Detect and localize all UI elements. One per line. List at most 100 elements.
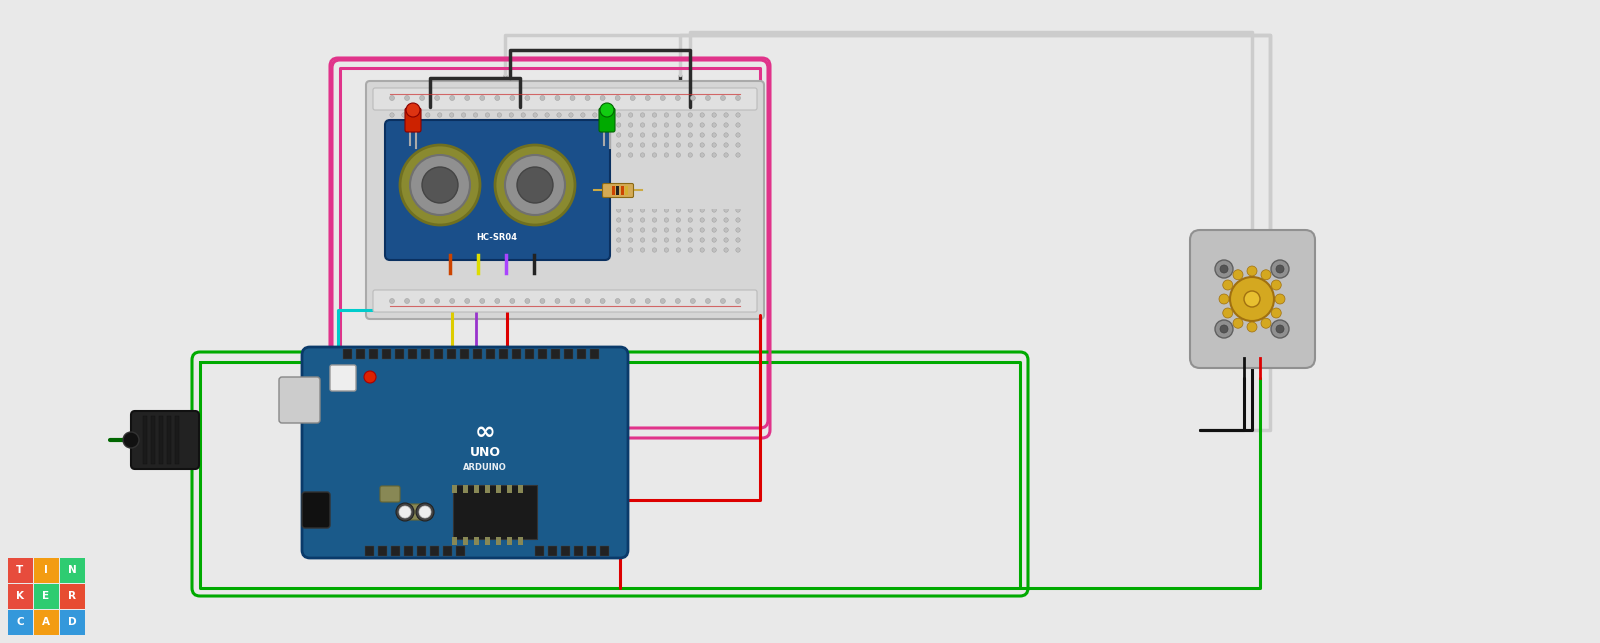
- Bar: [474, 537, 478, 545]
- Circle shape: [629, 208, 634, 212]
- Circle shape: [450, 153, 454, 157]
- Circle shape: [546, 133, 549, 137]
- Bar: [590, 349, 598, 359]
- FancyBboxPatch shape: [405, 504, 426, 520]
- Bar: [166, 416, 171, 464]
- FancyBboxPatch shape: [381, 486, 400, 502]
- Circle shape: [390, 228, 394, 232]
- Circle shape: [701, 218, 704, 222]
- Circle shape: [402, 248, 406, 252]
- Circle shape: [736, 298, 741, 303]
- Text: E: E: [43, 591, 50, 601]
- Bar: [578, 349, 586, 359]
- Circle shape: [474, 208, 478, 212]
- Circle shape: [510, 96, 515, 100]
- Bar: [429, 186, 432, 195]
- Circle shape: [688, 218, 693, 222]
- Text: D: D: [67, 617, 77, 627]
- Circle shape: [592, 248, 597, 252]
- Circle shape: [605, 153, 610, 157]
- Circle shape: [414, 238, 418, 242]
- Circle shape: [390, 238, 394, 242]
- Circle shape: [592, 113, 597, 117]
- Circle shape: [414, 113, 418, 117]
- Bar: [370, 349, 378, 359]
- Circle shape: [474, 248, 478, 252]
- Circle shape: [533, 153, 538, 157]
- Bar: [518, 537, 523, 545]
- Bar: [61, 584, 85, 609]
- Circle shape: [450, 133, 454, 137]
- Circle shape: [690, 298, 696, 303]
- Circle shape: [736, 218, 741, 222]
- Circle shape: [402, 238, 406, 242]
- Circle shape: [664, 113, 669, 117]
- Bar: [342, 349, 352, 359]
- Circle shape: [568, 113, 573, 117]
- Circle shape: [546, 238, 549, 242]
- Circle shape: [533, 238, 538, 242]
- Circle shape: [461, 143, 466, 147]
- Circle shape: [736, 123, 741, 127]
- Circle shape: [592, 133, 597, 137]
- Circle shape: [600, 96, 605, 100]
- Ellipse shape: [406, 103, 419, 117]
- Circle shape: [525, 96, 530, 100]
- Circle shape: [546, 143, 549, 147]
- Circle shape: [474, 143, 478, 147]
- Circle shape: [701, 113, 704, 117]
- Circle shape: [712, 228, 717, 232]
- Circle shape: [1222, 308, 1232, 318]
- Bar: [443, 186, 446, 195]
- Circle shape: [546, 123, 549, 127]
- Bar: [574, 546, 582, 556]
- Circle shape: [485, 208, 490, 212]
- Circle shape: [1245, 291, 1261, 307]
- Bar: [485, 537, 490, 545]
- Circle shape: [653, 123, 656, 127]
- Circle shape: [629, 133, 634, 137]
- Circle shape: [426, 123, 430, 127]
- Circle shape: [525, 298, 530, 303]
- Circle shape: [605, 208, 610, 212]
- FancyBboxPatch shape: [373, 88, 757, 110]
- Circle shape: [736, 96, 741, 100]
- Circle shape: [557, 208, 562, 212]
- Circle shape: [736, 238, 741, 242]
- FancyBboxPatch shape: [373, 290, 757, 312]
- Circle shape: [390, 248, 394, 252]
- Circle shape: [480, 298, 485, 303]
- Bar: [550, 349, 560, 359]
- Bar: [453, 485, 458, 493]
- Circle shape: [568, 133, 573, 137]
- Text: I: I: [45, 565, 48, 575]
- Circle shape: [653, 248, 656, 252]
- Bar: [403, 546, 413, 556]
- Circle shape: [581, 153, 586, 157]
- Circle shape: [437, 208, 442, 212]
- Circle shape: [616, 218, 621, 222]
- Circle shape: [592, 208, 597, 212]
- Circle shape: [365, 371, 376, 383]
- Circle shape: [414, 228, 418, 232]
- Circle shape: [581, 143, 586, 147]
- Bar: [438, 186, 442, 195]
- Circle shape: [461, 228, 466, 232]
- Circle shape: [461, 133, 466, 137]
- Circle shape: [629, 228, 634, 232]
- Bar: [486, 349, 494, 359]
- Circle shape: [555, 96, 560, 100]
- Circle shape: [677, 238, 680, 242]
- Bar: [507, 537, 512, 545]
- Circle shape: [506, 155, 565, 215]
- Circle shape: [701, 238, 704, 242]
- Circle shape: [450, 248, 454, 252]
- Circle shape: [437, 143, 442, 147]
- Circle shape: [498, 218, 501, 222]
- Circle shape: [605, 113, 610, 117]
- Circle shape: [437, 113, 442, 117]
- Circle shape: [1261, 270, 1270, 280]
- Circle shape: [474, 238, 478, 242]
- Bar: [474, 485, 478, 493]
- Circle shape: [592, 218, 597, 222]
